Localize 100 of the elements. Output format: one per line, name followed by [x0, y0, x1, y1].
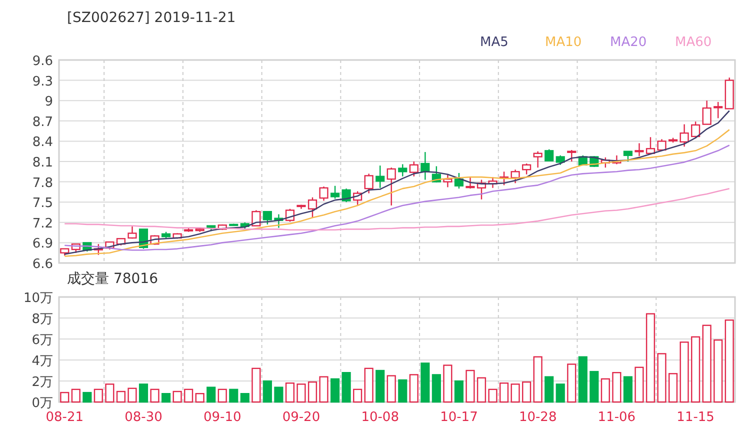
bar [172, 390, 182, 403]
y-tick-label: 9.3 [32, 74, 53, 90]
bar [82, 392, 92, 403]
candlestick [386, 166, 396, 206]
candlestick [454, 172, 464, 190]
bar [476, 377, 486, 403]
candlestick [646, 136, 656, 155]
candlestick [556, 154, 565, 166]
bar [590, 370, 599, 403]
bar [218, 388, 227, 403]
bar [522, 381, 532, 403]
bar [150, 388, 160, 403]
candlestick [544, 148, 554, 162]
bar [116, 390, 126, 403]
bar [443, 364, 452, 403]
text: MA20 [610, 35, 647, 50]
bar [138, 384, 148, 403]
x-tick-label: 11-06 [598, 410, 636, 425]
candlestick [702, 100, 712, 125]
y-tick-label: 9 [44, 94, 53, 110]
bar [680, 342, 689, 403]
candlestick [376, 164, 385, 188]
bar [285, 382, 295, 403]
y-tick-label: 6万 [32, 333, 53, 348]
chart-title: [SZ002627] 2019-11-21 [67, 10, 236, 26]
y-tick-label: 7.8 [32, 176, 53, 191]
bar [578, 356, 588, 403]
chart-title: 成交量 78016 [67, 271, 158, 287]
bar [364, 368, 374, 403]
candlestick [634, 142, 644, 157]
x-tick-label: 11-15 [676, 410, 714, 425]
line-series [64, 188, 730, 230]
bar [691, 336, 700, 403]
y-tick-label: 10万 [23, 291, 53, 306]
bar [319, 376, 328, 403]
candlestick [364, 173, 374, 194]
text: MA5 [480, 35, 508, 50]
candlestick [567, 149, 576, 162]
bar [567, 364, 576, 403]
y-tick-label: 8.7 [32, 114, 53, 130]
bar [398, 379, 408, 403]
bar [252, 368, 261, 403]
bar [353, 388, 362, 403]
x-tick-label: 09-10 [203, 410, 242, 425]
bar [94, 388, 103, 403]
bar [386, 375, 396, 403]
bar [556, 384, 565, 403]
y-tick-label: 6.6 [32, 257, 53, 272]
bar [376, 370, 385, 403]
bar [229, 388, 238, 403]
bar [308, 381, 318, 403]
bar [623, 376, 633, 403]
line-series [64, 144, 730, 251]
y-tick-label: 4万 [32, 354, 53, 369]
x-tick-label: 10-08 [361, 410, 399, 425]
bar [432, 374, 441, 403]
candlestick [262, 210, 272, 226]
x-tick-label: 08-21 [46, 410, 84, 425]
bar [454, 380, 464, 403]
text: MA10 [545, 35, 582, 50]
candlestick [714, 101, 723, 119]
candlestick [522, 162, 532, 175]
bar [724, 320, 734, 403]
bar [488, 388, 498, 403]
y-tick-label: 0万 [32, 396, 53, 411]
x-tick-label: 10-17 [440, 410, 478, 425]
bar [533, 356, 542, 403]
bar [612, 372, 622, 403]
bar [71, 388, 80, 403]
bar [714, 339, 723, 403]
bar [296, 384, 306, 403]
bar [206, 386, 216, 403]
bar [657, 353, 666, 403]
bar [240, 393, 250, 403]
bar [510, 384, 520, 403]
candlestick [510, 169, 520, 184]
y-tick-label: 7.2 [32, 216, 53, 232]
bar [105, 384, 114, 403]
candlestick [308, 196, 318, 218]
y-tick-label: 7.5 [32, 196, 53, 212]
bar [161, 393, 171, 403]
bar [262, 380, 272, 403]
bar [60, 392, 70, 403]
candlestick [330, 185, 340, 200]
bar [184, 388, 194, 403]
bar [342, 372, 351, 403]
x-tick-label: 08-30 [124, 410, 162, 425]
bar [668, 373, 678, 403]
y-tick-label: 2万 [32, 375, 53, 390]
bar [274, 386, 284, 403]
bar [646, 313, 656, 403]
text: MA60 [675, 35, 712, 50]
candlestick [623, 150, 633, 162]
candlestick [533, 150, 542, 168]
bar [195, 393, 204, 403]
x-tick-label: 10-28 [518, 410, 557, 425]
y-tick-label: 9.6 [32, 54, 53, 69]
candlestick [466, 176, 475, 190]
bar [420, 362, 430, 403]
candlestick [319, 186, 328, 202]
